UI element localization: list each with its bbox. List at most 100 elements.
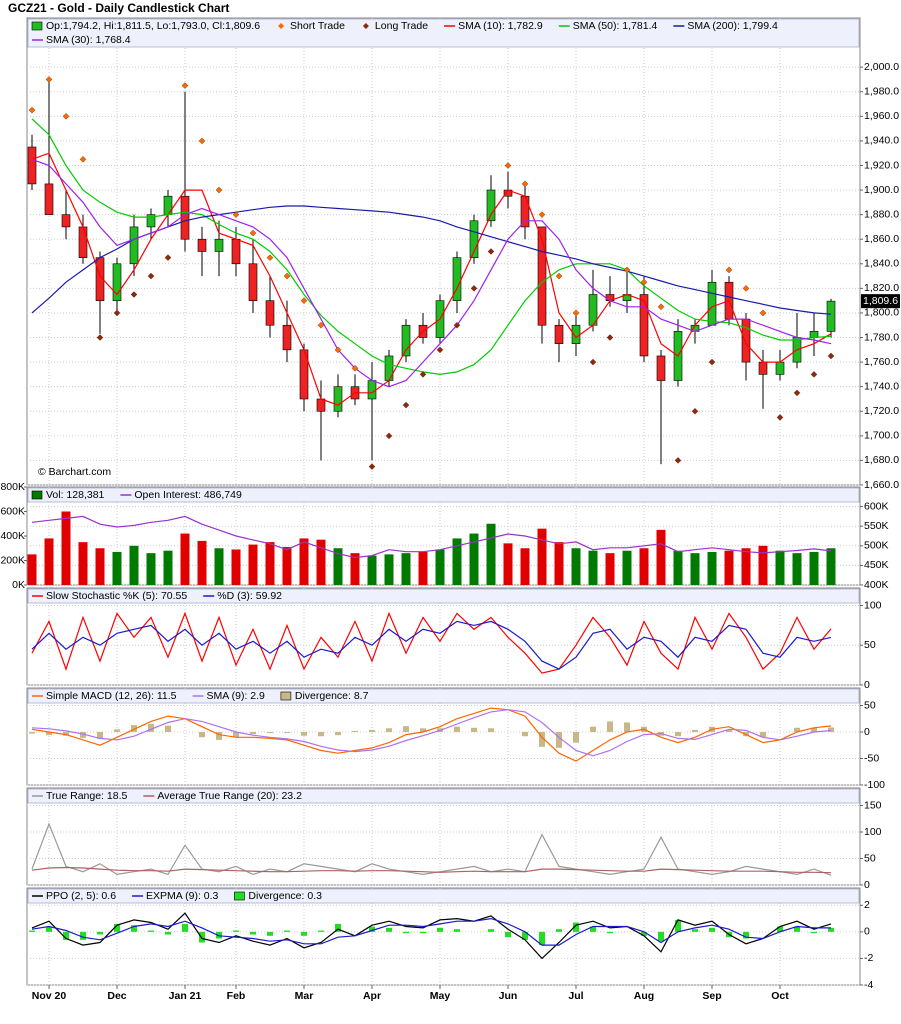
x-tick-label: Aug xyxy=(634,990,654,1002)
legend-label: Slow Stochastic %K (5): 70.55 xyxy=(46,590,187,602)
bar xyxy=(29,731,35,734)
sar-marker xyxy=(402,401,410,409)
y-tick-label: 1,940.0 xyxy=(864,135,899,147)
candle-body xyxy=(367,380,377,400)
sar-marker xyxy=(79,156,87,163)
bar xyxy=(367,555,377,585)
y-tick-label: 0 xyxy=(864,879,870,891)
y-tick-label: 550K xyxy=(864,520,889,532)
bar xyxy=(231,549,241,585)
sar-marker xyxy=(266,254,274,261)
legend-label: Short Trade xyxy=(290,20,345,32)
sar-marker xyxy=(317,321,325,329)
bar xyxy=(571,548,581,585)
bar xyxy=(743,931,749,939)
sar-marker xyxy=(113,309,121,317)
bar xyxy=(267,731,273,734)
sar-marker xyxy=(538,211,546,218)
sar-marker xyxy=(62,113,70,120)
bar xyxy=(163,550,173,585)
bar xyxy=(233,731,239,738)
candle-body xyxy=(639,294,649,357)
candle-body xyxy=(44,183,54,215)
bar xyxy=(522,731,528,737)
sar-marker xyxy=(793,389,801,397)
bar xyxy=(131,925,137,932)
y-tick-label: 1,980.0 xyxy=(864,86,899,98)
legend-item: EXPMA (9): 0.3 xyxy=(132,890,219,902)
sar-marker xyxy=(215,186,223,194)
bar xyxy=(488,728,494,732)
y-tick-label: 1,660.0 xyxy=(864,479,899,491)
candle-body xyxy=(707,281,717,326)
candle-body xyxy=(826,300,836,332)
y-tick-label: -4 xyxy=(864,979,873,991)
bar xyxy=(709,927,715,932)
y-tick-label: 0 xyxy=(864,926,870,938)
candle-body xyxy=(333,386,343,412)
bar xyxy=(112,551,122,585)
x-tick-label: Jul xyxy=(568,990,583,1002)
bar xyxy=(539,731,545,747)
series-line xyxy=(31,866,832,874)
sar-marker xyxy=(640,278,648,286)
y-tick-label: 1,900.0 xyxy=(864,184,899,196)
bar xyxy=(78,542,88,585)
bar xyxy=(503,543,513,585)
bar xyxy=(369,729,375,732)
candle-body xyxy=(180,195,190,240)
sar-marker xyxy=(827,352,835,360)
bar xyxy=(573,922,579,932)
legend-bg xyxy=(27,588,860,604)
sar-marker xyxy=(589,358,597,366)
bar xyxy=(165,725,171,732)
bar xyxy=(811,727,817,732)
legend-swatch xyxy=(280,691,292,701)
y-tick-label: 1,800.0 xyxy=(864,307,899,319)
legend-item: SMA (30): 1,768.4 xyxy=(32,34,131,46)
y-tick-label: 50 xyxy=(864,852,876,864)
bar xyxy=(590,926,596,932)
bar xyxy=(590,726,596,732)
legend-item: Divergence: 0.3 xyxy=(234,890,322,902)
bar xyxy=(418,551,428,585)
sar-marker xyxy=(45,76,53,83)
bar xyxy=(63,731,69,736)
candle-body xyxy=(809,331,819,338)
bar xyxy=(250,731,256,735)
legend-label: EXPMA (9): 0.3 xyxy=(146,890,219,902)
y-tick-label: -100 xyxy=(864,779,885,791)
bar xyxy=(641,931,647,936)
legend-label: Average True Range (20): 23.2 xyxy=(157,790,302,802)
legend-label: True Range: 18.5 xyxy=(46,790,127,802)
sar-marker xyxy=(419,371,427,378)
bar xyxy=(726,729,732,732)
plot-frame xyxy=(26,687,861,786)
sar-marker xyxy=(572,309,580,317)
bar xyxy=(760,731,766,738)
y-tick-label: 100 xyxy=(864,826,882,838)
bar xyxy=(777,926,783,932)
y-tick-label: 1,740.0 xyxy=(864,380,899,392)
sar-marker xyxy=(385,432,393,440)
x-tick-label: Dec xyxy=(107,990,126,1002)
candle-body xyxy=(248,263,258,301)
bar xyxy=(486,523,496,585)
y-tick-label: 400K xyxy=(0,530,25,542)
sar-marker xyxy=(147,272,155,280)
series-line xyxy=(31,912,832,960)
candle-body xyxy=(401,324,411,357)
bar xyxy=(605,553,615,585)
bar xyxy=(63,931,69,940)
legend-label: Long Trade xyxy=(375,20,428,32)
bar xyxy=(673,550,683,585)
bar xyxy=(573,731,579,743)
sar-marker xyxy=(232,211,240,218)
sar-marker xyxy=(181,82,189,89)
y-tick-label: 1,700.0 xyxy=(864,430,899,442)
sar-marker xyxy=(742,285,750,292)
last-price-box xyxy=(861,294,900,309)
bar xyxy=(556,929,562,932)
